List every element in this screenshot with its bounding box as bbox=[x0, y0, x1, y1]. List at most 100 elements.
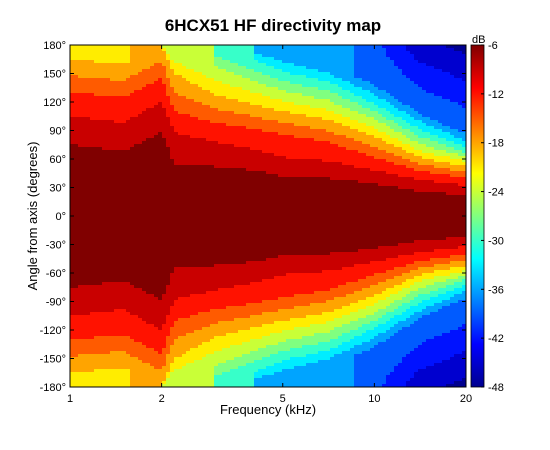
heatmap-cell bbox=[222, 84, 227, 88]
heatmap-cell bbox=[230, 201, 235, 205]
heatmap-cell bbox=[242, 195, 247, 199]
heatmap-cell bbox=[226, 309, 231, 313]
heatmap-cell bbox=[178, 309, 183, 313]
heatmap-cell bbox=[170, 276, 175, 280]
heatmap-cell bbox=[202, 117, 207, 121]
heatmap-cell bbox=[162, 123, 167, 127]
heatmap-cell bbox=[178, 114, 183, 118]
heatmap-cell bbox=[86, 258, 91, 262]
heatmap-cell bbox=[154, 138, 159, 142]
heatmap-cell bbox=[114, 123, 119, 127]
heatmap-cell bbox=[130, 177, 135, 181]
heatmap-cell bbox=[198, 324, 203, 328]
heatmap-cell bbox=[138, 120, 143, 124]
heatmap-cell bbox=[118, 132, 123, 136]
heatmap-cell bbox=[134, 63, 139, 67]
heatmap-cell bbox=[94, 228, 99, 232]
heatmap-cell bbox=[158, 279, 163, 283]
heatmap-cell bbox=[94, 261, 99, 265]
heatmap-cell bbox=[118, 369, 123, 373]
heatmap-cell bbox=[226, 168, 231, 172]
heatmap-cell bbox=[182, 339, 187, 343]
heatmap-cell bbox=[98, 87, 103, 91]
heatmap-cell bbox=[182, 156, 187, 160]
heatmap-cell bbox=[122, 294, 127, 298]
heatmap-cell bbox=[182, 78, 187, 82]
heatmap-cell bbox=[226, 249, 231, 253]
heatmap-cell bbox=[118, 156, 123, 160]
heatmap-cell bbox=[210, 204, 215, 208]
heatmap-cell bbox=[230, 372, 235, 376]
heatmap-cell bbox=[230, 315, 235, 319]
heatmap-cell bbox=[70, 114, 75, 118]
heatmap-cell bbox=[186, 171, 191, 175]
heatmap-cell bbox=[158, 378, 163, 382]
heatmap-cell bbox=[106, 363, 111, 367]
heatmap-cell bbox=[138, 177, 143, 181]
heatmap-cell bbox=[158, 120, 163, 124]
heatmap-cell bbox=[230, 159, 235, 163]
heatmap-cell bbox=[126, 177, 131, 181]
heatmap-cell bbox=[130, 237, 135, 241]
heatmap-cell bbox=[210, 258, 215, 262]
heatmap-cell bbox=[202, 246, 207, 250]
heatmap-cell bbox=[198, 249, 203, 253]
heatmap-cell bbox=[110, 114, 115, 118]
heatmap-cell bbox=[126, 285, 131, 289]
heatmap-cell bbox=[122, 144, 127, 148]
heatmap-cell bbox=[198, 363, 203, 367]
heatmap-cell bbox=[186, 114, 191, 118]
heatmap-cell bbox=[110, 177, 115, 181]
heatmap-cell bbox=[82, 336, 87, 340]
heatmap-cell bbox=[210, 234, 215, 238]
heatmap-cell bbox=[194, 267, 199, 271]
heatmap-cell bbox=[130, 48, 135, 52]
heatmap-cell bbox=[198, 204, 203, 208]
heatmap-cell bbox=[106, 189, 111, 193]
heatmap-cell bbox=[130, 213, 135, 217]
heatmap-cell bbox=[114, 192, 119, 196]
heatmap-cell bbox=[94, 351, 99, 355]
heatmap-cell bbox=[98, 96, 103, 100]
heatmap-cell bbox=[158, 81, 163, 85]
heatmap-cell bbox=[210, 129, 215, 133]
heatmap-cell bbox=[142, 168, 147, 172]
heatmap-cell bbox=[182, 240, 187, 244]
heatmap-cell bbox=[162, 276, 167, 280]
heatmap-cell bbox=[178, 348, 183, 352]
heatmap-cell bbox=[138, 294, 143, 298]
heatmap-cell bbox=[194, 348, 199, 352]
heatmap-cell bbox=[142, 147, 147, 151]
heatmap-cell bbox=[142, 276, 147, 280]
heatmap-cell bbox=[146, 276, 151, 280]
heatmap-cell bbox=[106, 243, 111, 247]
heatmap-cell bbox=[230, 276, 235, 280]
heatmap-cell bbox=[86, 165, 91, 169]
heatmap-cell bbox=[230, 57, 235, 61]
heatmap-cell bbox=[218, 357, 223, 361]
heatmap-cell bbox=[226, 66, 231, 70]
heatmap-cell bbox=[214, 345, 219, 349]
heatmap-cell bbox=[190, 81, 195, 85]
heatmap-cell bbox=[198, 246, 203, 250]
heatmap-cell bbox=[126, 231, 131, 235]
heatmap-cell bbox=[122, 330, 127, 334]
heatmap-cell bbox=[190, 264, 195, 268]
heatmap-cell bbox=[146, 210, 151, 214]
heatmap-cell bbox=[98, 144, 103, 148]
heatmap-cell bbox=[78, 141, 83, 145]
heatmap-cell bbox=[142, 297, 147, 301]
heatmap-cell bbox=[238, 201, 243, 205]
heatmap-cell bbox=[82, 246, 87, 250]
heatmap-cell bbox=[70, 162, 75, 166]
heatmap-cell bbox=[98, 150, 103, 154]
heatmap-cell bbox=[194, 93, 199, 97]
heatmap-cell bbox=[174, 102, 179, 106]
heatmap-cell bbox=[110, 378, 115, 382]
heatmap-cell bbox=[90, 141, 95, 145]
heatmap-cell bbox=[210, 261, 215, 265]
heatmap-cell bbox=[198, 306, 203, 310]
heatmap-cell bbox=[218, 249, 223, 253]
heatmap-cell bbox=[82, 273, 87, 277]
heatmap-cell bbox=[78, 135, 83, 139]
